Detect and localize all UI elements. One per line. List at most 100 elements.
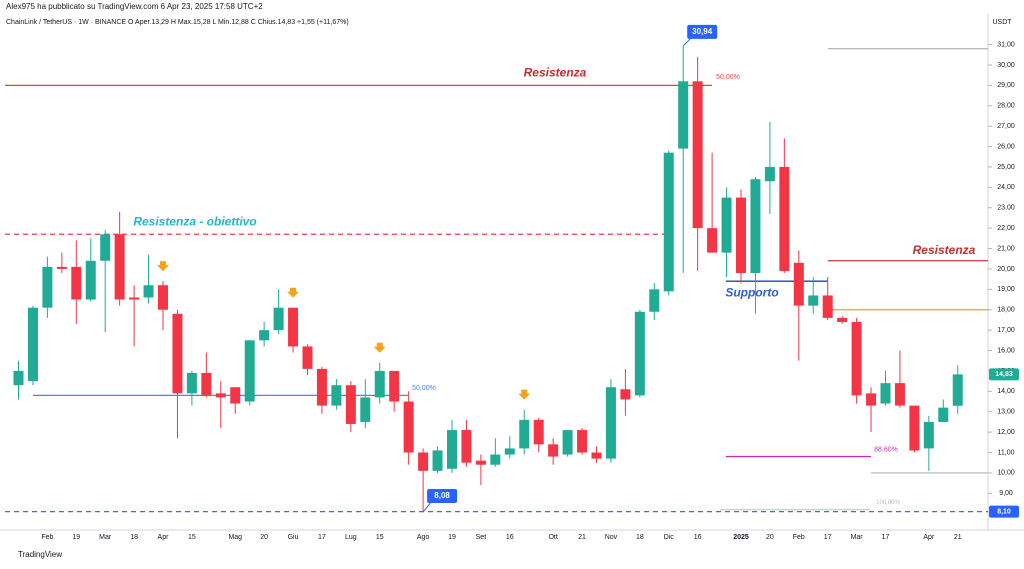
candle-body [100, 234, 111, 261]
candle-body [172, 313, 183, 394]
x-tick-label: 18 [130, 534, 138, 541]
y-tick-label: 16,00 [997, 347, 1015, 354]
candle-body [894, 383, 905, 406]
candle-body [389, 370, 400, 402]
y-tick-label: 11,00 [998, 449, 1015, 456]
candle-body [923, 421, 934, 449]
candle-body [244, 340, 255, 402]
callout-box [427, 489, 458, 504]
y-tick-label: 9,00 [999, 490, 1013, 497]
candle-body [461, 430, 472, 463]
candle-body [302, 346, 313, 369]
annotation-label: 100,00% [876, 500, 900, 506]
y-tick-label: 24,00 [997, 184, 1015, 191]
x-tick-label: Mar [99, 534, 112, 541]
candle-body [143, 285, 154, 298]
y-tick-label: 22,00 [997, 225, 1015, 232]
arrow-marker [373, 342, 386, 353]
candle-body [764, 166, 775, 182]
y-tick-label: 19,00 [997, 286, 1015, 293]
y-tick-label: 27,00 [997, 123, 1015, 130]
candle-body [85, 260, 96, 300]
callout-label: 8,08 [434, 491, 450, 500]
callout-stem [422, 501, 432, 513]
candle-body [475, 460, 486, 465]
candle-body [663, 152, 674, 292]
x-tick-label: Giu [288, 534, 299, 541]
x-tick-label: Mag [228, 534, 242, 541]
x-tick-label: 20 [260, 534, 268, 541]
candle-body [721, 197, 732, 253]
candle-body [71, 266, 82, 300]
candle-body [418, 452, 429, 471]
candle-body [649, 289, 660, 312]
callout-box [687, 24, 718, 39]
y-tick-label: 25,00 [997, 164, 1015, 171]
candle-body [230, 387, 241, 404]
candle-body [692, 81, 703, 229]
arrow-marker [157, 261, 169, 272]
candle-body [504, 448, 515, 455]
y-tick-label: 26,00 [997, 143, 1015, 150]
candle-body [851, 321, 862, 396]
candle-body [634, 311, 645, 396]
y-tick-label: 10,00 [997, 470, 1015, 477]
annotation-label: Resistenza [913, 243, 976, 257]
candle-body [56, 266, 67, 269]
price-tag-label: 14,83 [995, 371, 1013, 378]
price-tag [989, 505, 1019, 518]
x-tick-label: 2025 [733, 534, 749, 541]
x-tick-label: 17 [824, 534, 832, 541]
candle-body [201, 372, 212, 396]
x-tick-label: 17 [318, 534, 326, 541]
x-tick-label: 19 [72, 534, 80, 541]
candle-body [345, 385, 356, 424]
candle-body [562, 430, 573, 455]
author-line: Alex975 ha pubblicato su TradingView.com… [6, 2, 263, 11]
candle-body [490, 454, 501, 465]
candle-body [620, 389, 631, 400]
x-tick-label: 21 [578, 534, 586, 541]
candle-body [13, 370, 24, 386]
x-tick-label: 21 [954, 534, 962, 541]
annotation-label: Resistenza - obiettivo [133, 214, 256, 228]
x-tick-label: 18 [636, 534, 644, 541]
candle-body [548, 444, 559, 457]
x-tick-label: Ott [548, 534, 557, 541]
candle-body [259, 330, 270, 341]
y-tick-label: 18,00 [997, 307, 1015, 314]
candle-body [591, 452, 602, 459]
candle-body [880, 383, 891, 404]
candle-body [403, 401, 414, 453]
y-tick-label: 17,00 [997, 327, 1015, 334]
annotation-label: 50,00% [412, 385, 436, 392]
candle-body [374, 370, 385, 398]
y-tick-label: 23,00 [997, 205, 1015, 212]
candle-body [432, 450, 443, 471]
callout-label: 30,94 [692, 27, 713, 36]
x-tick-label: 15 [376, 534, 384, 541]
candle-body [27, 307, 38, 382]
x-tick-label: Mar [851, 534, 864, 541]
candle-body [519, 419, 530, 449]
y-tick-label: 30,00 [997, 62, 1015, 69]
x-tick-label: 19 [448, 534, 456, 541]
annotation-label: Supporto [725, 285, 778, 299]
x-tick-label: 16 [506, 534, 514, 541]
candle-body [707, 228, 718, 253]
y-tick-label: 13,00 [997, 409, 1015, 416]
candle-body [909, 405, 920, 451]
x-tick-label: Feb [793, 534, 805, 541]
y-tick-label: 20,00 [997, 266, 1015, 273]
annotation-label: 50,00% [716, 74, 740, 81]
candle-body [273, 307, 284, 331]
y-tick-label: 28,00 [997, 103, 1015, 110]
candle-body [114, 234, 125, 300]
y-tick-label: 29,00 [997, 82, 1015, 89]
x-tick-label: 17 [882, 534, 890, 541]
x-tick-label: Feb [41, 534, 53, 541]
candle-body [678, 81, 689, 149]
annotation-label: 88,60% [874, 446, 898, 453]
